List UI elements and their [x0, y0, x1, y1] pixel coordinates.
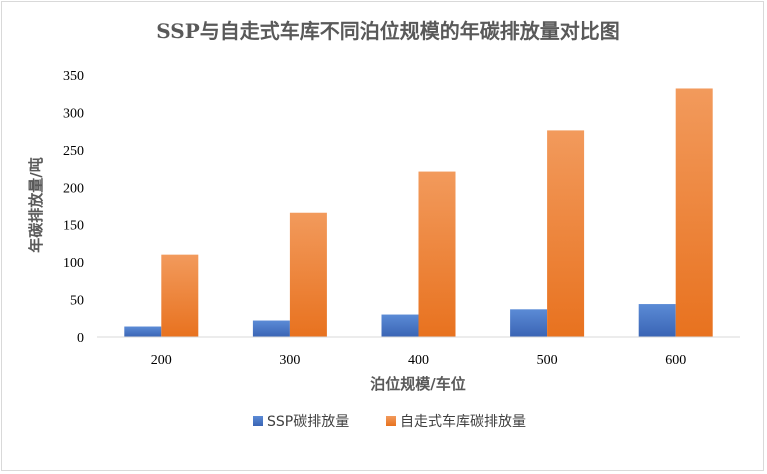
y-tick-label: 350 — [63, 69, 84, 84]
x-tick-label: 200 — [151, 353, 172, 368]
x-tick-label: 300 — [279, 353, 300, 368]
x-tick-label: 400 — [408, 353, 429, 368]
y-tick-label: 50 — [70, 294, 84, 309]
y-tick-label: 300 — [63, 106, 84, 121]
x-axis-ticks: 200 300 400 500 600 — [151, 353, 686, 368]
bar-ssp-400 — [381, 314, 419, 337]
bar-self-driving-300 — [289, 212, 327, 337]
chart-title: SSP与自走式车库不同泊位规模的年碳排放量对比图 — [156, 19, 620, 43]
legend-swatch — [253, 416, 263, 426]
x-tick-label: 600 — [665, 353, 686, 368]
y-tick-label: 200 — [63, 181, 84, 196]
bar-self-driving-600 — [675, 88, 713, 337]
bar-self-driving-200 — [161, 254, 199, 337]
legend-label: SSP碳排放量 — [267, 414, 349, 430]
legend-label: 自走式车库碳排放量 — [400, 413, 526, 430]
legend-swatch — [386, 416, 396, 426]
bar-self-driving-500 — [547, 130, 585, 337]
y-tick-label: 0 — [77, 331, 84, 346]
bars — [124, 88, 713, 337]
bar-ssp-500 — [510, 309, 548, 337]
bar-ssp-600 — [638, 304, 676, 337]
y-axis-title: 年碳排放量/吨 — [27, 157, 45, 252]
bar-self-driving-400 — [418, 171, 456, 337]
x-axis-title: 泊位规模/车位 — [370, 375, 465, 393]
x-tick-label: 500 — [537, 353, 558, 368]
y-tick-label: 250 — [63, 144, 84, 159]
legend: SSP碳排放量 自走式车库碳排放量 — [253, 413, 526, 430]
bar-ssp-300 — [252, 320, 290, 337]
y-tick-label: 100 — [63, 256, 84, 271]
y-tick-label: 150 — [63, 219, 84, 234]
bar-ssp-200 — [124, 326, 162, 337]
y-axis-ticks: 0 50 100 150 200 250 300 350 — [63, 69, 84, 346]
